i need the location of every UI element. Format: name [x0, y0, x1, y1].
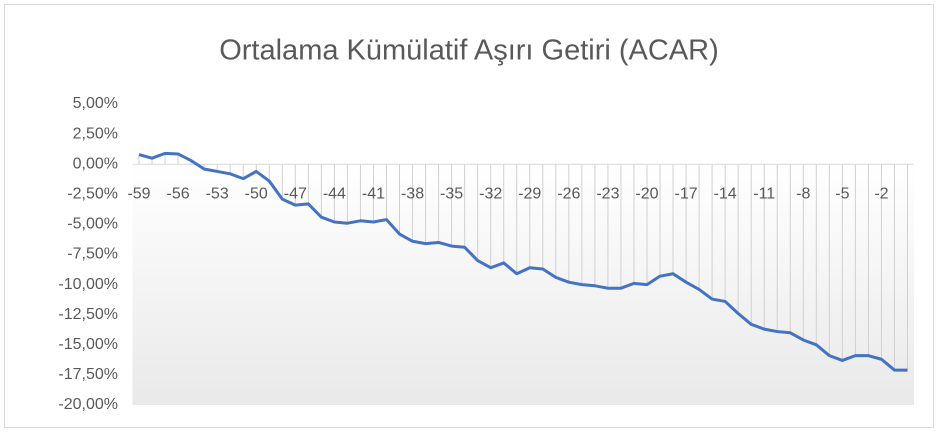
x-tick-label: -8 — [796, 185, 810, 202]
y-tick-label: -7,50% — [67, 246, 118, 263]
x-tick-label: -20 — [635, 185, 658, 202]
y-tick-label: -2,50% — [67, 186, 118, 203]
x-tick-label: -56 — [167, 185, 190, 202]
chart-title: Ortalama Kümülatif Aşırı Getiri (ACAR) — [219, 35, 719, 67]
x-tick-label: -5 — [835, 185, 849, 202]
x-tick-label: -23 — [596, 185, 619, 202]
x-tick-label: -14 — [714, 185, 737, 202]
x-tick-label: -50 — [245, 185, 268, 202]
x-tick-label: -44 — [323, 185, 346, 202]
y-tick-label: -12,50% — [58, 306, 118, 323]
y-tick-label: -15,00% — [58, 336, 118, 353]
series-line — [138, 151, 908, 372]
y-tick-label: -5,00% — [67, 216, 118, 233]
x-tick-label: -38 — [401, 185, 424, 202]
x-tick-label: -53 — [206, 185, 229, 202]
x-tick-label: -26 — [557, 185, 580, 202]
x-tick-label: -32 — [479, 185, 502, 202]
y-tick-label: 0,00% — [73, 155, 118, 172]
x-tick-label: -17 — [675, 185, 698, 202]
y-tick-label: -10,00% — [58, 276, 118, 293]
x-tick-label: -41 — [362, 185, 385, 202]
x-tick-label: -29 — [518, 185, 541, 202]
x-tick-label: -47 — [284, 185, 307, 202]
y-tick-label: -17,50% — [58, 366, 118, 383]
x-tick-label: -35 — [440, 185, 463, 202]
x-tick-label: -11 — [753, 185, 775, 202]
x-tick-label: -2 — [874, 185, 888, 202]
y-tick-label: -20,00% — [58, 396, 118, 413]
y-tick-label: 2,50% — [73, 125, 118, 142]
y-tick-label: 5,00% — [73, 95, 118, 112]
x-tick-label: -59 — [127, 185, 150, 202]
plot-background — [132, 164, 914, 405]
